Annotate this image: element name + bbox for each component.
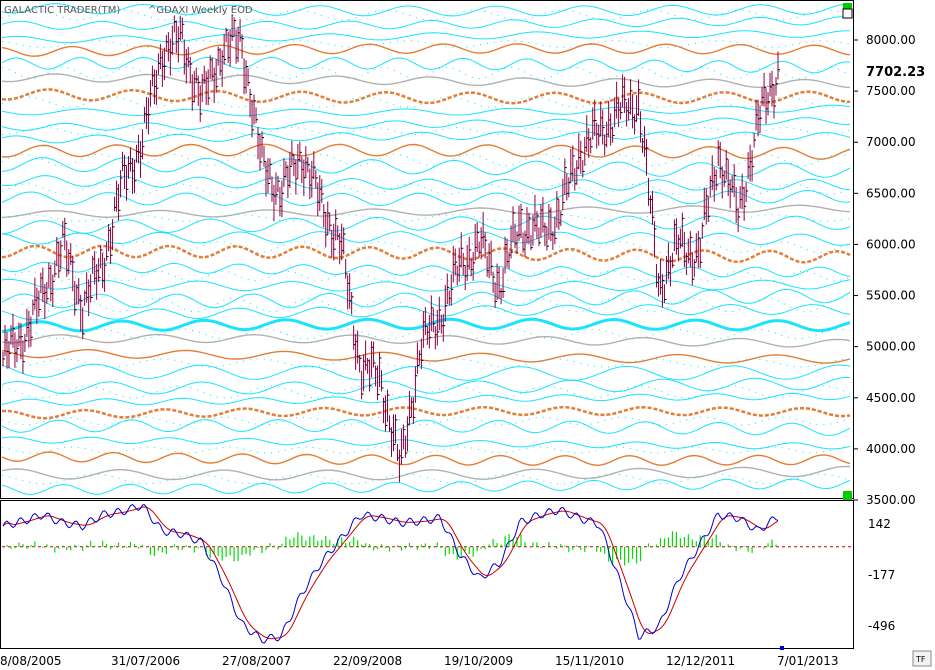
cycle-wave (1, 16, 851, 30)
cycle-wave (1, 288, 851, 309)
cycle-wave-dotted (1, 183, 851, 195)
cycle-wave-dotted (1, 9, 851, 21)
indicator-panel-frame (0, 500, 854, 649)
cycle-wave (1, 303, 851, 321)
price-y-axis: 8000.00 7500.00 7000.00 6500.00 6000.00 5500.… (853, 33, 916, 507)
cycle-wave (1, 175, 851, 191)
price-y-tick-label: 4000.00 (866, 442, 916, 456)
cycle-wave (1, 244, 851, 264)
tf-button[interactable] (912, 650, 932, 667)
cycle-wave (1, 231, 851, 246)
price-y-tick-label: 5000.00 (866, 340, 916, 354)
price-y-tick-label: 5500.00 (866, 289, 916, 303)
cycle-wave (1, 30, 850, 44)
x-axis: 8/08/2005 31/07/2006 27/08/2007 22/09/2008 1… (0, 654, 839, 668)
x-tick-label: 19/10/2009 (444, 654, 513, 668)
cycle-wave (1, 349, 851, 364)
x-tick-label: 22/09/2008 (333, 654, 402, 668)
cycle-wave-dotted (1, 385, 851, 399)
price-y-tick-label: 7000.00 (866, 135, 916, 149)
app-title: GALACTIC TRADER(TM) (4, 5, 120, 16)
cycle-wave (1, 405, 851, 420)
cycle-wave (1, 436, 851, 450)
top-green-marker[interactable] (843, 3, 852, 12)
cycle-wave (1, 43, 851, 57)
cycle-wave (1, 363, 851, 381)
cycle-wave (1, 317, 851, 334)
indicator-y-tick-label: 142 (868, 517, 891, 531)
cycle-wave (1, 376, 851, 395)
cycle-wave (1, 278, 851, 292)
cycle-wave-dotted (1, 241, 851, 253)
cycle-wave-dotted (1, 473, 851, 485)
blue-marker (780, 646, 784, 650)
price-y-tick-label: 6000.00 (866, 237, 916, 251)
x-tick-label: 7/01/2013 (777, 654, 839, 668)
x-tick-label: 31/07/2006 (111, 654, 180, 668)
cycle-wave (1, 73, 851, 89)
cycle-wave (1, 419, 851, 436)
cycle-wave (1, 56, 851, 74)
cycle-wave (1, 478, 851, 495)
bottom-green-marker[interactable] (843, 491, 852, 500)
last-price-label: 7702.23 (866, 65, 925, 80)
cycle-wave (1, 393, 851, 406)
cycle-wave-overlay (1, 3, 851, 495)
cycle-wave (1, 143, 851, 160)
indicator-layer (2, 504, 852, 644)
price-y-tick-label: 3500.00 (866, 493, 916, 507)
cycle-wave (1, 333, 851, 348)
cycle-wave (1, 451, 851, 467)
tf-button-label: TF (915, 655, 926, 664)
x-tick-label: 27/08/2007 (222, 654, 291, 668)
indicator-y-tick-label: -177 (868, 568, 895, 582)
price-bars (2, 13, 780, 483)
cycle-wave (1, 157, 851, 178)
price-y-tick-label: 6500.00 (866, 186, 916, 200)
cycle-wave (1, 104, 851, 117)
x-tick-label: 12/12/2011 (666, 654, 735, 668)
indicator-y-axis: 142 -177 -496 (868, 517, 895, 633)
x-tick-label: 8/08/2005 (0, 654, 62, 668)
cycle-wave (1, 3, 851, 17)
indicator-y-tick-label: -496 (868, 619, 895, 633)
x-tick-label: 15/11/2010 (555, 654, 624, 668)
symbol-title: ^GDAXI Weekly EOD (148, 5, 253, 16)
price-y-tick-label: 7500.00 (866, 84, 916, 98)
scroll-handle-icon[interactable] (842, 8, 853, 19)
oscillator-line (2, 504, 779, 644)
price-y-tick-label: 8000.00 (866, 33, 916, 47)
cycle-wave (1, 261, 851, 278)
cycle-wave (1, 131, 851, 144)
cycle-wave (1, 88, 851, 105)
cycle-wave (1, 117, 851, 131)
signal-line (2, 506, 779, 640)
price-y-tick-label: 4500.00 (866, 391, 916, 405)
